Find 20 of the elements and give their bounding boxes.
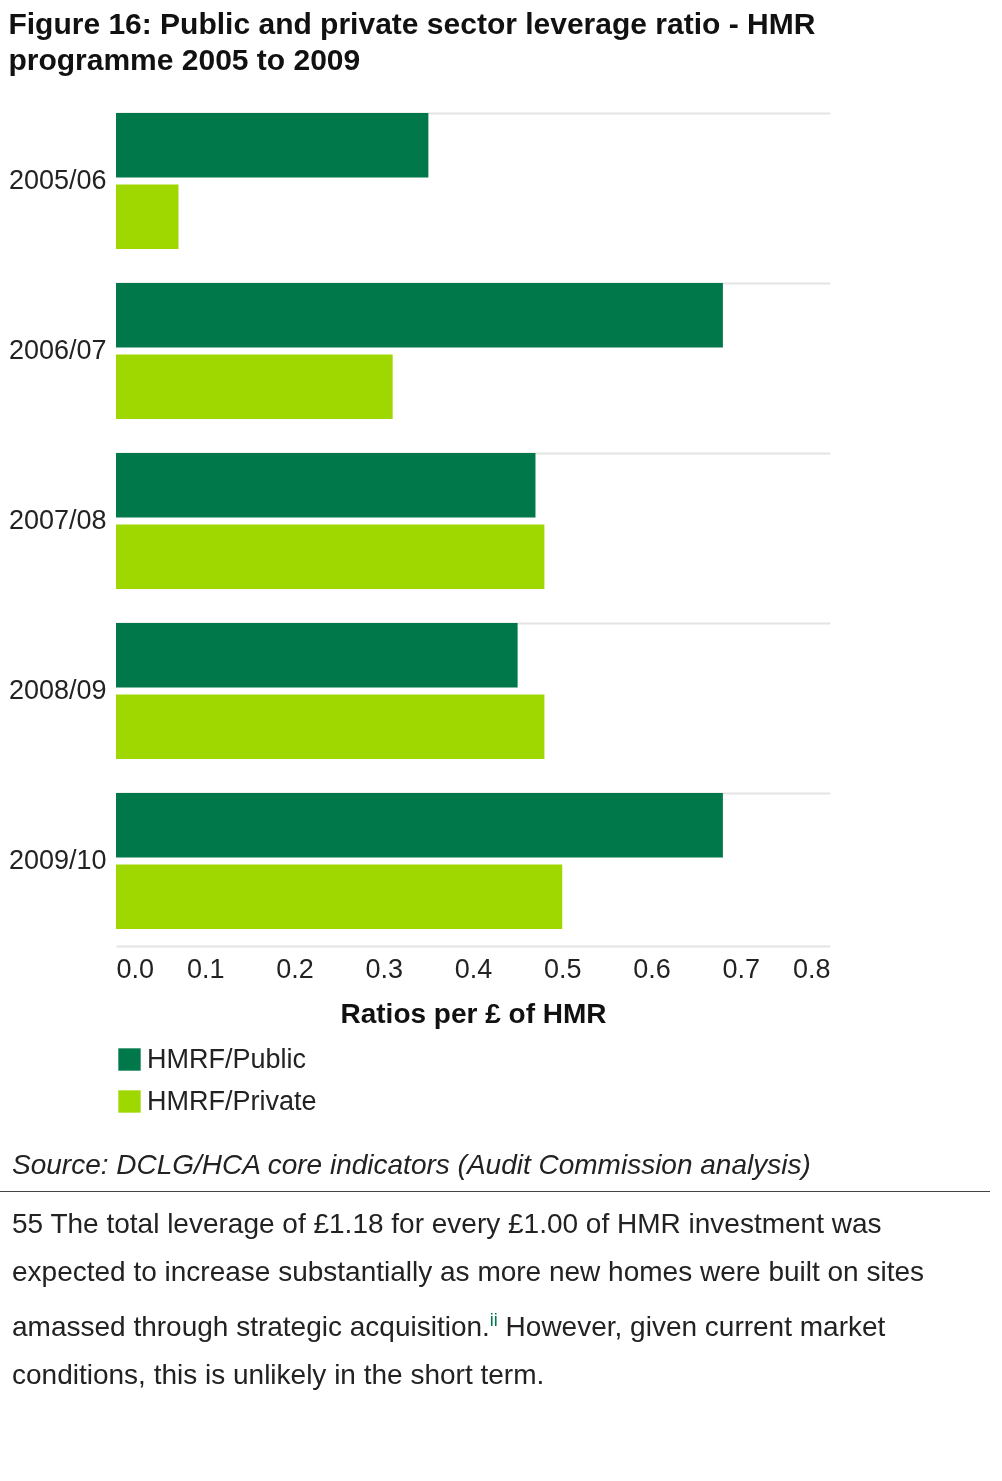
chart-title: Figure 16: Public and private sector leverage ratio - HMR programme 2005 to 2009 xyxy=(8,7,816,76)
y-tick-label: 2007/08 xyxy=(8,505,107,535)
legend-label: HMRF/Public xyxy=(147,1043,307,1074)
source-note: Source: DCLG/HCA core indicators (Audit Commission analysis) xyxy=(0,1141,990,1192)
x-tick-label: 0.1 xyxy=(186,953,225,984)
y-tick-label: 2005/06 xyxy=(8,165,107,195)
x-tick-label: 0.8 xyxy=(792,953,831,984)
x-tick-label: 0.5 xyxy=(543,953,582,984)
x-tick-label: 0.2 xyxy=(276,953,314,984)
legend-label: HMRF/Private xyxy=(147,1085,317,1116)
x-tick-label: 0.3 xyxy=(365,953,404,984)
x-tick-label: 0.6 xyxy=(633,953,671,984)
x-tick-label: 0.7 xyxy=(722,953,761,984)
y-tick-label: 2008/09 xyxy=(8,675,107,705)
x-tick-label: 0.0 xyxy=(116,953,155,984)
y-tick-label: 2009/10 xyxy=(8,845,107,875)
x-tick-label: 0.4 xyxy=(454,953,493,984)
y-tick-label: 2006/07 xyxy=(8,335,107,365)
x-axis-title: Ratios per £ of HMR xyxy=(340,997,607,1029)
text: 55 The total leverage of £1.18 for every £1.00 of HMR investment was expected to increase substantially as more new homes were built on sites amassed through strategic acquisition.$^{ii}$ However, given current market conditions, this is unlikely in the short term. xyxy=(11,1207,926,1393)
